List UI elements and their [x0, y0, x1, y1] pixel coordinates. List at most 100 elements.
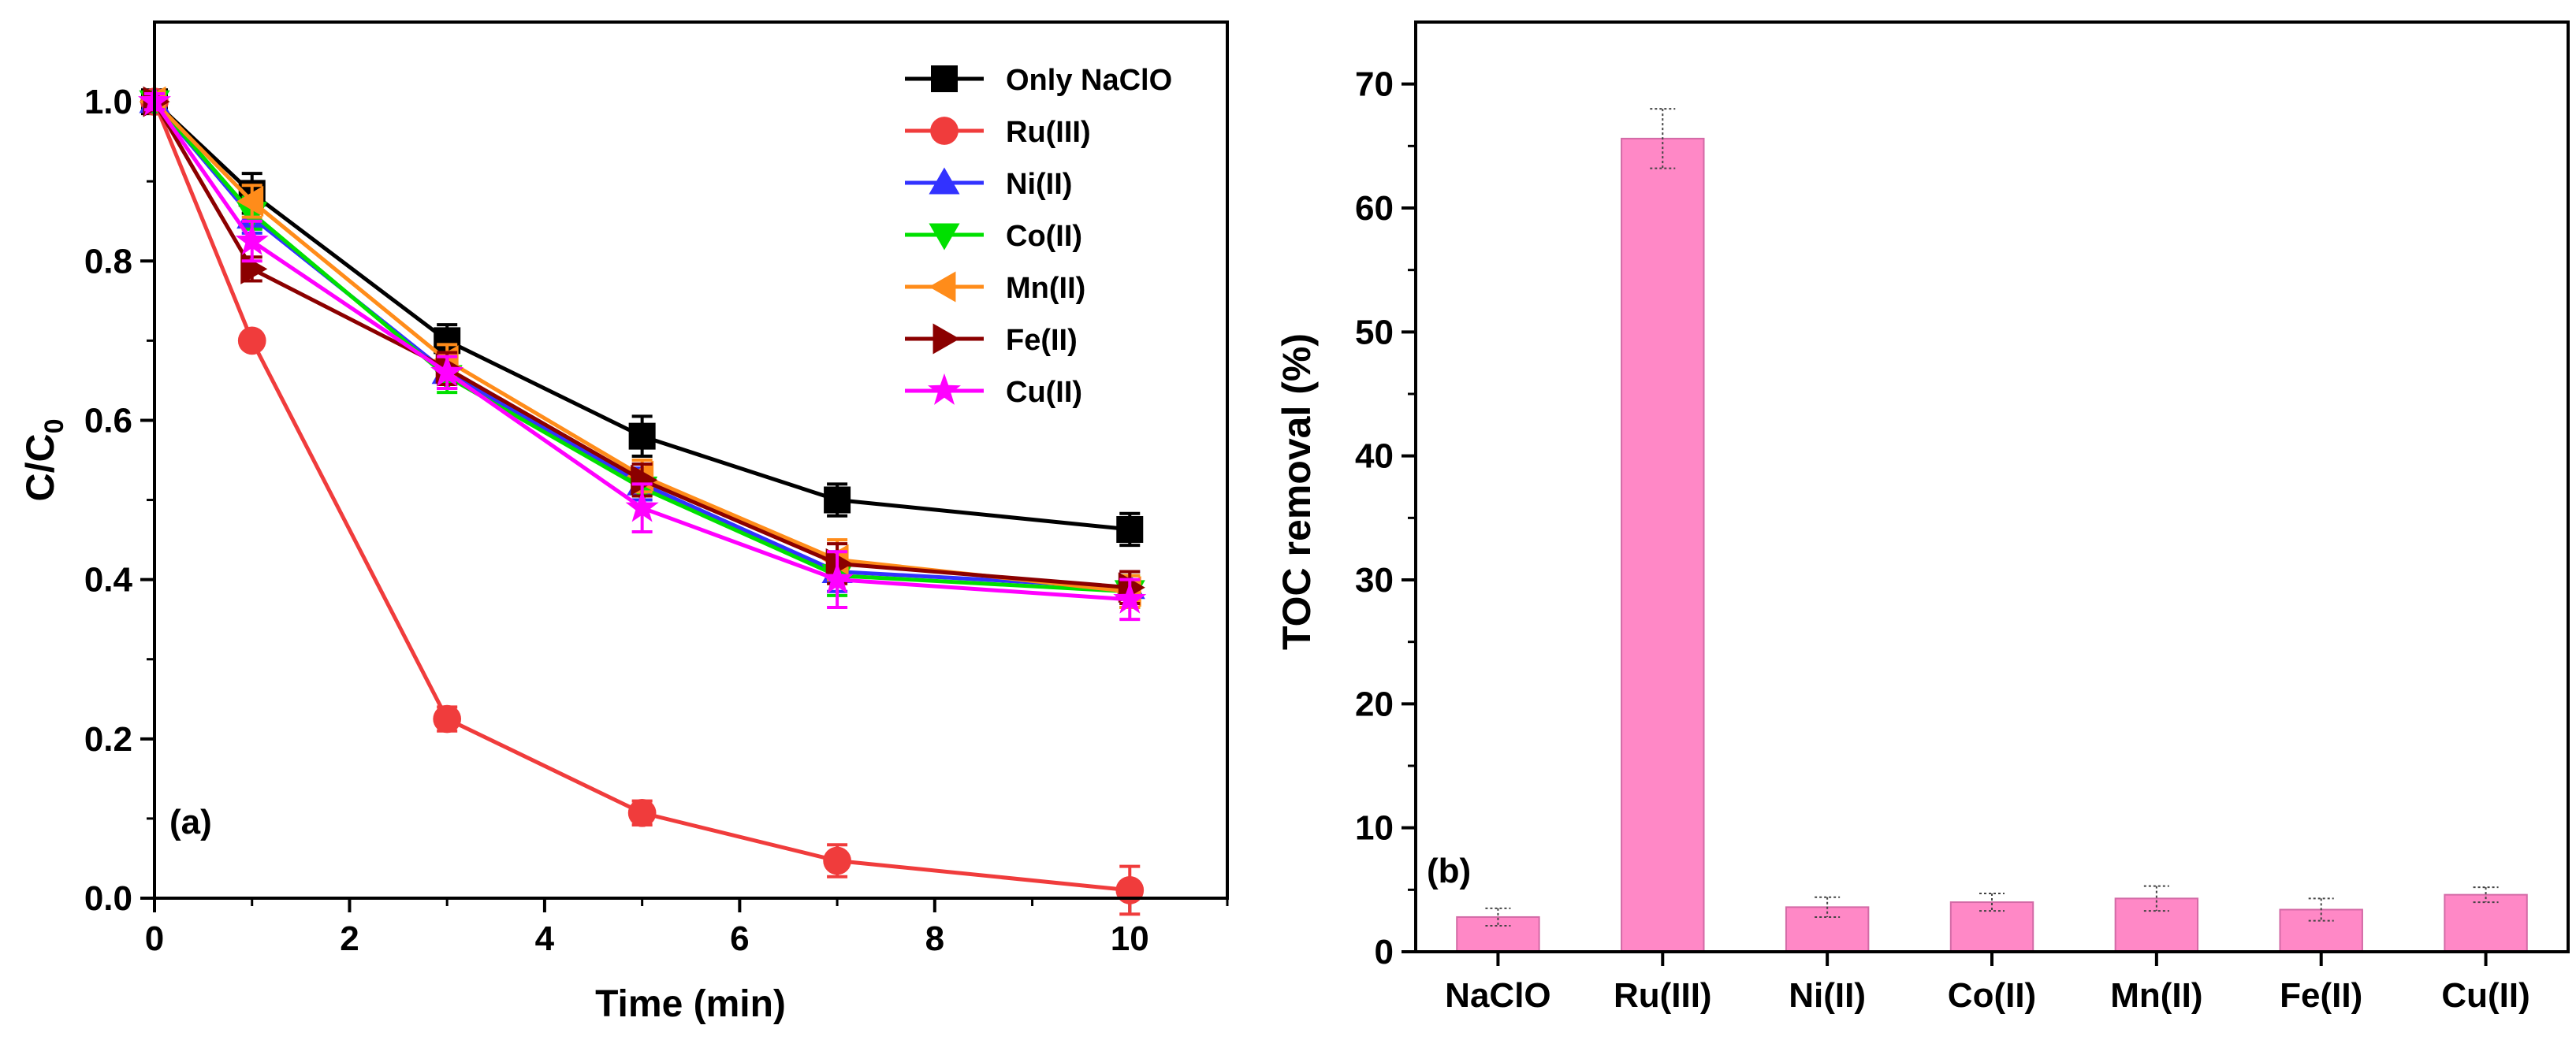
panel-b-y-tick-label: 40 — [1355, 437, 1394, 476]
data-point — [1113, 581, 1147, 614]
legend-item: Fe(II) — [905, 323, 1078, 357]
data-point — [824, 486, 851, 514]
bar — [2444, 893, 2528, 953]
panel-a-ticks: 0 2 4 6 8 10 0.0 0.2 0.4 0.6 0.8 1.0 — [84, 83, 1229, 958]
panel-a-legend: Only NaClO Ru(III) Ni(II) Co(II) Mn(II) Fe(II… — [905, 64, 1172, 409]
legend-label: Fe(II) — [1006, 324, 1078, 357]
panel-a-y-axis-label-subscript: 0 — [39, 418, 69, 433]
panel-a-x-tick-label: 8 — [925, 919, 944, 958]
panel-a-y-tick-label: 0.2 — [84, 720, 132, 759]
panel-a-frame — [153, 20, 1229, 900]
panel-b-ticks: 0 10 20 30 40 50 60 70 NaClO Ru(III) Ni(II) Co(II) M… — [1355, 65, 2530, 1015]
legend-item: Co(II) — [905, 220, 1082, 253]
series-Mn(II) — [139, 86, 1141, 610]
data-point — [825, 548, 853, 579]
bar — [1949, 901, 2034, 953]
panel-b-x-tick-label: Ru(III) — [1614, 976, 1712, 1015]
panel-a-y-axis-label: C/C0 — [18, 418, 69, 501]
panel-b-label: (b) — [1427, 852, 1471, 890]
panel-b-x-tick-label: NaClO — [1445, 976, 1550, 1015]
data-point — [430, 355, 464, 387]
panel-a-x-tick-label: 0 — [145, 919, 164, 958]
series-line — [152, 100, 1130, 602]
bar — [2114, 897, 2199, 953]
panel-a-line-chart: 0 2 4 6 8 10 0.0 0.2 0.4 0.6 0.8 1.0 Time (min) C/C… — [18, 20, 1229, 1025]
series-line — [152, 100, 1130, 590]
panel-a-series — [138, 84, 1147, 916]
panel-a-label: (a) — [169, 803, 212, 841]
data-point — [628, 422, 656, 450]
legend-item: Only NaClO — [905, 64, 1172, 97]
panel-a-y-axis-label-main: C/C — [18, 433, 62, 501]
panel-a-y-tick-label: 0.8 — [84, 242, 132, 280]
panel-b-bar-chart: 0 10 20 30 40 50 60 70 NaClO Ru(III) Ni(II) Co(II) M… — [1275, 20, 2570, 1015]
bar — [1621, 137, 1705, 953]
data-point — [434, 327, 461, 355]
data-point — [433, 704, 462, 734]
panel-a-y-tick-label: 0.6 — [84, 401, 132, 440]
panel-b-x-tick-label: Ni(II) — [1789, 976, 1866, 1015]
legend-marker — [930, 117, 959, 145]
bar-group-Ni(II) — [1785, 896, 1870, 953]
bar — [1785, 906, 1870, 953]
data-point — [821, 562, 854, 594]
data-point — [823, 846, 851, 875]
data-point — [1115, 876, 1145, 904]
bar-group-Ru(III) — [1621, 108, 1705, 953]
legend-label: Cu(II) — [1006, 376, 1082, 409]
panel-b-y-tick-label: 0 — [1375, 933, 1394, 971]
panel-a-x-tick-label: 10 — [1111, 919, 1149, 958]
panel-a-y-tick-label: 0.4 — [84, 561, 133, 600]
legend-marker — [931, 65, 958, 92]
panel-b-frame — [1414, 20, 2570, 953]
series-Fe(II) — [143, 86, 1145, 605]
panel-b-x-tick-label: Mn(II) — [2110, 976, 2202, 1015]
series-line — [153, 100, 1130, 532]
panel-a-y-tick-label: 0.0 — [84, 879, 132, 918]
panel-b-y-tick-label: 70 — [1355, 65, 1394, 104]
series-line — [153, 100, 1130, 594]
data-point — [627, 798, 657, 827]
legend-marker — [929, 167, 960, 195]
legend-marker — [932, 323, 960, 355]
panel-b-x-tick-label: Fe(II) — [2280, 976, 2362, 1015]
panel-b-y-tick-label: 50 — [1355, 313, 1394, 351]
panel-b-y-tick-label: 60 — [1355, 189, 1394, 228]
data-point — [1116, 515, 1144, 543]
legend-item: Cu(II) — [905, 373, 1082, 409]
series-line — [153, 100, 1130, 594]
data-point — [235, 223, 269, 255]
data-point — [625, 490, 659, 522]
panel-a-x-tick-label: 4 — [535, 919, 555, 958]
panel-b-x-tick-label: Cu(II) — [2441, 976, 2529, 1015]
bar-group-Cu(II) — [2444, 886, 2528, 953]
data-point — [236, 185, 264, 217]
data-point — [631, 464, 658, 496]
legend-marker — [929, 223, 960, 251]
panel-a-x-tick-label: 6 — [730, 919, 749, 958]
legend-marker — [928, 373, 961, 405]
legend-label: Ru(III) — [1006, 116, 1091, 149]
bar — [1456, 916, 1540, 953]
legend-label: Co(II) — [1006, 220, 1082, 253]
panel-b-y-tick-label: 20 — [1355, 685, 1394, 723]
series-Cu(II) — [138, 84, 1147, 622]
legend-item: Mn(II) — [905, 271, 1085, 305]
panel-b-x-tick-label: Co(II) — [1948, 976, 2036, 1015]
panel-b-y-axis-label: TOC removal (%) — [1275, 333, 1319, 650]
bar-group-Mn(II) — [2114, 885, 2199, 953]
bar — [2279, 908, 2363, 953]
legend-label: Mn(II) — [1006, 272, 1085, 305]
panel-a-x-tick-label: 2 — [340, 919, 359, 958]
bar-group-Fe(II) — [2279, 897, 2363, 953]
panel-a-x-axis-label: Time (min) — [595, 983, 786, 1025]
legend-item: Ni(II) — [905, 167, 1072, 201]
legend-item: Ru(III) — [905, 116, 1091, 149]
legend-label: Only NaClO — [1006, 64, 1172, 97]
panel-b-y-tick-label: 10 — [1355, 809, 1394, 848]
panel-a-y-tick-label: 1.0 — [84, 83, 132, 121]
series-line — [153, 100, 1130, 590]
series-line — [152, 101, 1130, 893]
data-point — [237, 326, 266, 355]
